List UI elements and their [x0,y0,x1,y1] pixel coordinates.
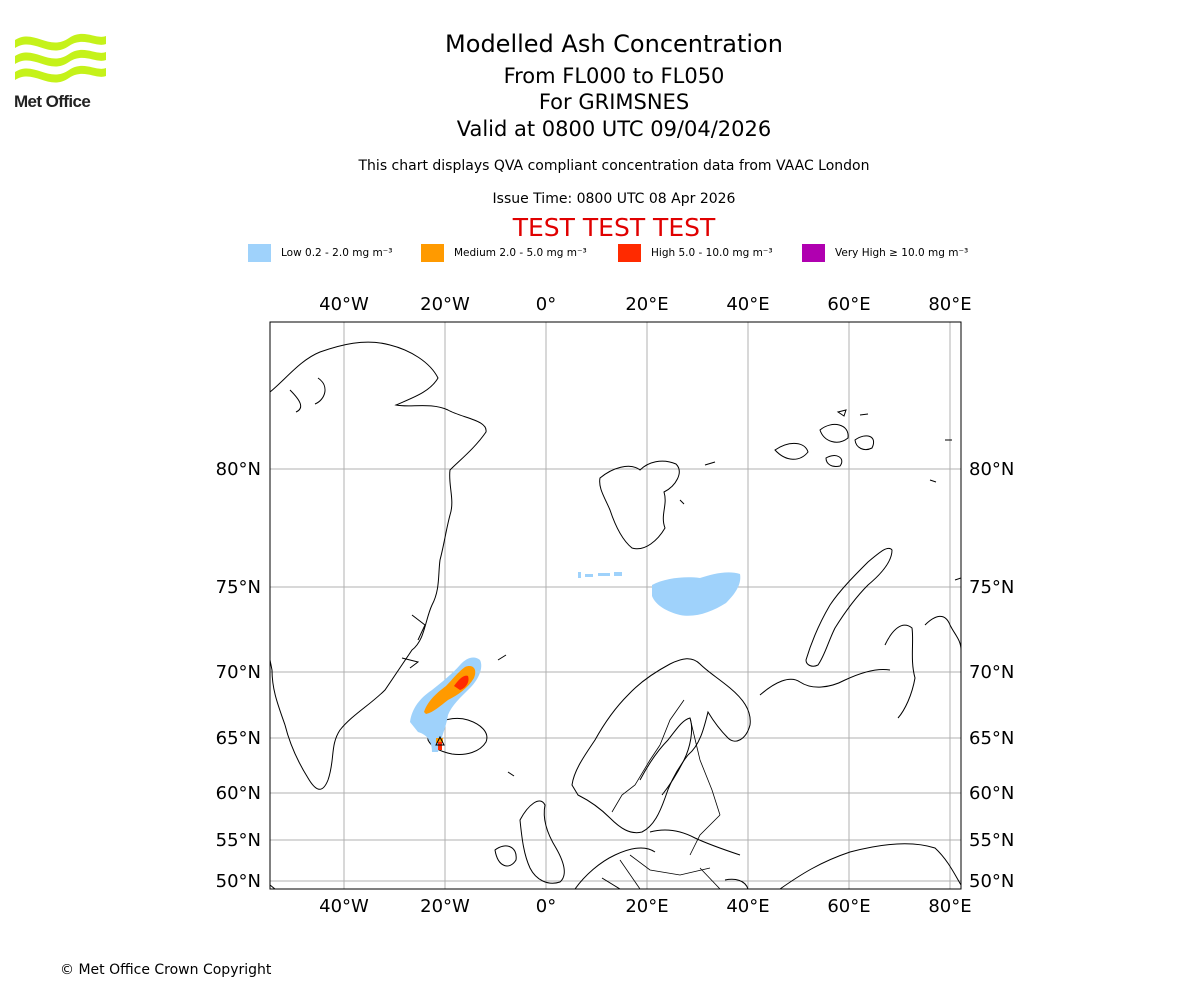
legend-label-low: Low 0.2 - 2.0 mg m⁻³ [281,247,393,259]
legend-item-very-high: Very High ≥ 10.0 mg m⁻³ [802,244,968,262]
ash-high-areas [438,675,469,750]
lat-label-right-80n: 80°N [969,459,1014,480]
volcano-name: For GRIMSNES [538,90,690,114]
lat-label-right-60n: 60°N [969,783,1014,804]
coastlines [270,341,961,889]
lat-label-left-80n: 80°N [216,459,261,480]
lat-label-left-50n: 50°N [216,871,261,892]
lat-label-right-75n: 75°N [969,577,1014,598]
iceland-coast [427,717,488,755]
test-banner: TEST TEST TEST [512,213,716,242]
volcano-marker-icon [435,735,445,746]
ash-high-core [454,675,469,690]
lat-label-right-55n: 55°N [969,830,1014,851]
legend-swatch-high [618,244,641,262]
lon-label-top-80e: 80°E [928,294,971,315]
legend-label-high: High 5.0 - 10.0 mg m⁻³ [651,247,773,259]
legend-label-medium: Medium 2.0 - 5.0 mg m⁻³ [454,247,587,259]
compliance-note: This chart displays QVA compliant concen… [358,158,870,174]
lat-label-right-65n: 65°N [969,728,1014,749]
lat-label-left-60n: 60°N [216,783,261,804]
lon-label-top-0: 0° [536,294,556,315]
legend-swatch-very-high [802,244,825,262]
ash-low-barents-sea [652,572,741,616]
lon-label-bottom-0: 0° [536,896,556,917]
lon-label-bottom-80e: 80°E [928,896,971,917]
lat-label-left-65n: 65°N [216,728,261,749]
lon-label-bottom-40e: 40°E [726,896,769,917]
lon-label-top-20e: 20°E [625,294,668,315]
map-frame [269,321,962,890]
chart-title: Modelled Ash Concentration [445,30,783,58]
met-office-logo-icon [15,33,106,83]
lon-label-bottom-20w: 20°W [420,896,470,917]
legend-item-low: Low 0.2 - 2.0 mg m⁻³ [248,244,392,262]
svalbard-coast [599,460,680,550]
copyright-notice: © Met Office Crown Copyright [60,962,272,978]
valid-time: Valid at 0800 UTC 09/04/2026 [456,117,772,141]
lon-label-top-60e: 60°E [827,294,870,315]
issue-time: Issue Time: 0800 UTC 08 Apr 2026 [492,191,736,207]
novaya-zemlya-coast [805,547,893,667]
lat-label-left-75n: 75°N [216,577,261,598]
legend-item-medium: Medium 2.0 - 5.0 mg m⁻³ [421,244,587,262]
lat-label-right-50n: 50°N [969,871,1014,892]
greenland-coast [270,341,487,790]
lon-label-bottom-60e: 60°E [827,896,870,917]
legend-swatch-medium [421,244,444,262]
lat-label-left-55n: 55°N [216,830,261,851]
lon-label-top-40w: 40°W [319,294,369,315]
british-isles-coast [519,800,565,884]
lat-label-left-70n: 70°N [216,662,261,683]
lon-label-bottom-40w: 40°W [319,896,369,917]
franz-josef-land-coast [774,443,809,460]
lat-label-right-70n: 70°N [969,662,1014,683]
map-gridlines [270,322,961,889]
flight-level-range: From FL000 to FL050 [503,64,725,88]
legend-swatch-low [248,244,271,262]
legend-label-very-high: Very High ≥ 10.0 mg m⁻³ [835,247,969,259]
lon-label-top-20w: 20°W [420,294,470,315]
lon-label-bottom-20e: 20°E [625,896,668,917]
logo-wordmark: Met Office [14,92,91,111]
lon-label-top-40e: 40°E [726,294,769,315]
legend-item-high: High 5.0 - 10.0 mg m⁻³ [618,244,773,262]
scandinavia-coast [571,658,751,834]
